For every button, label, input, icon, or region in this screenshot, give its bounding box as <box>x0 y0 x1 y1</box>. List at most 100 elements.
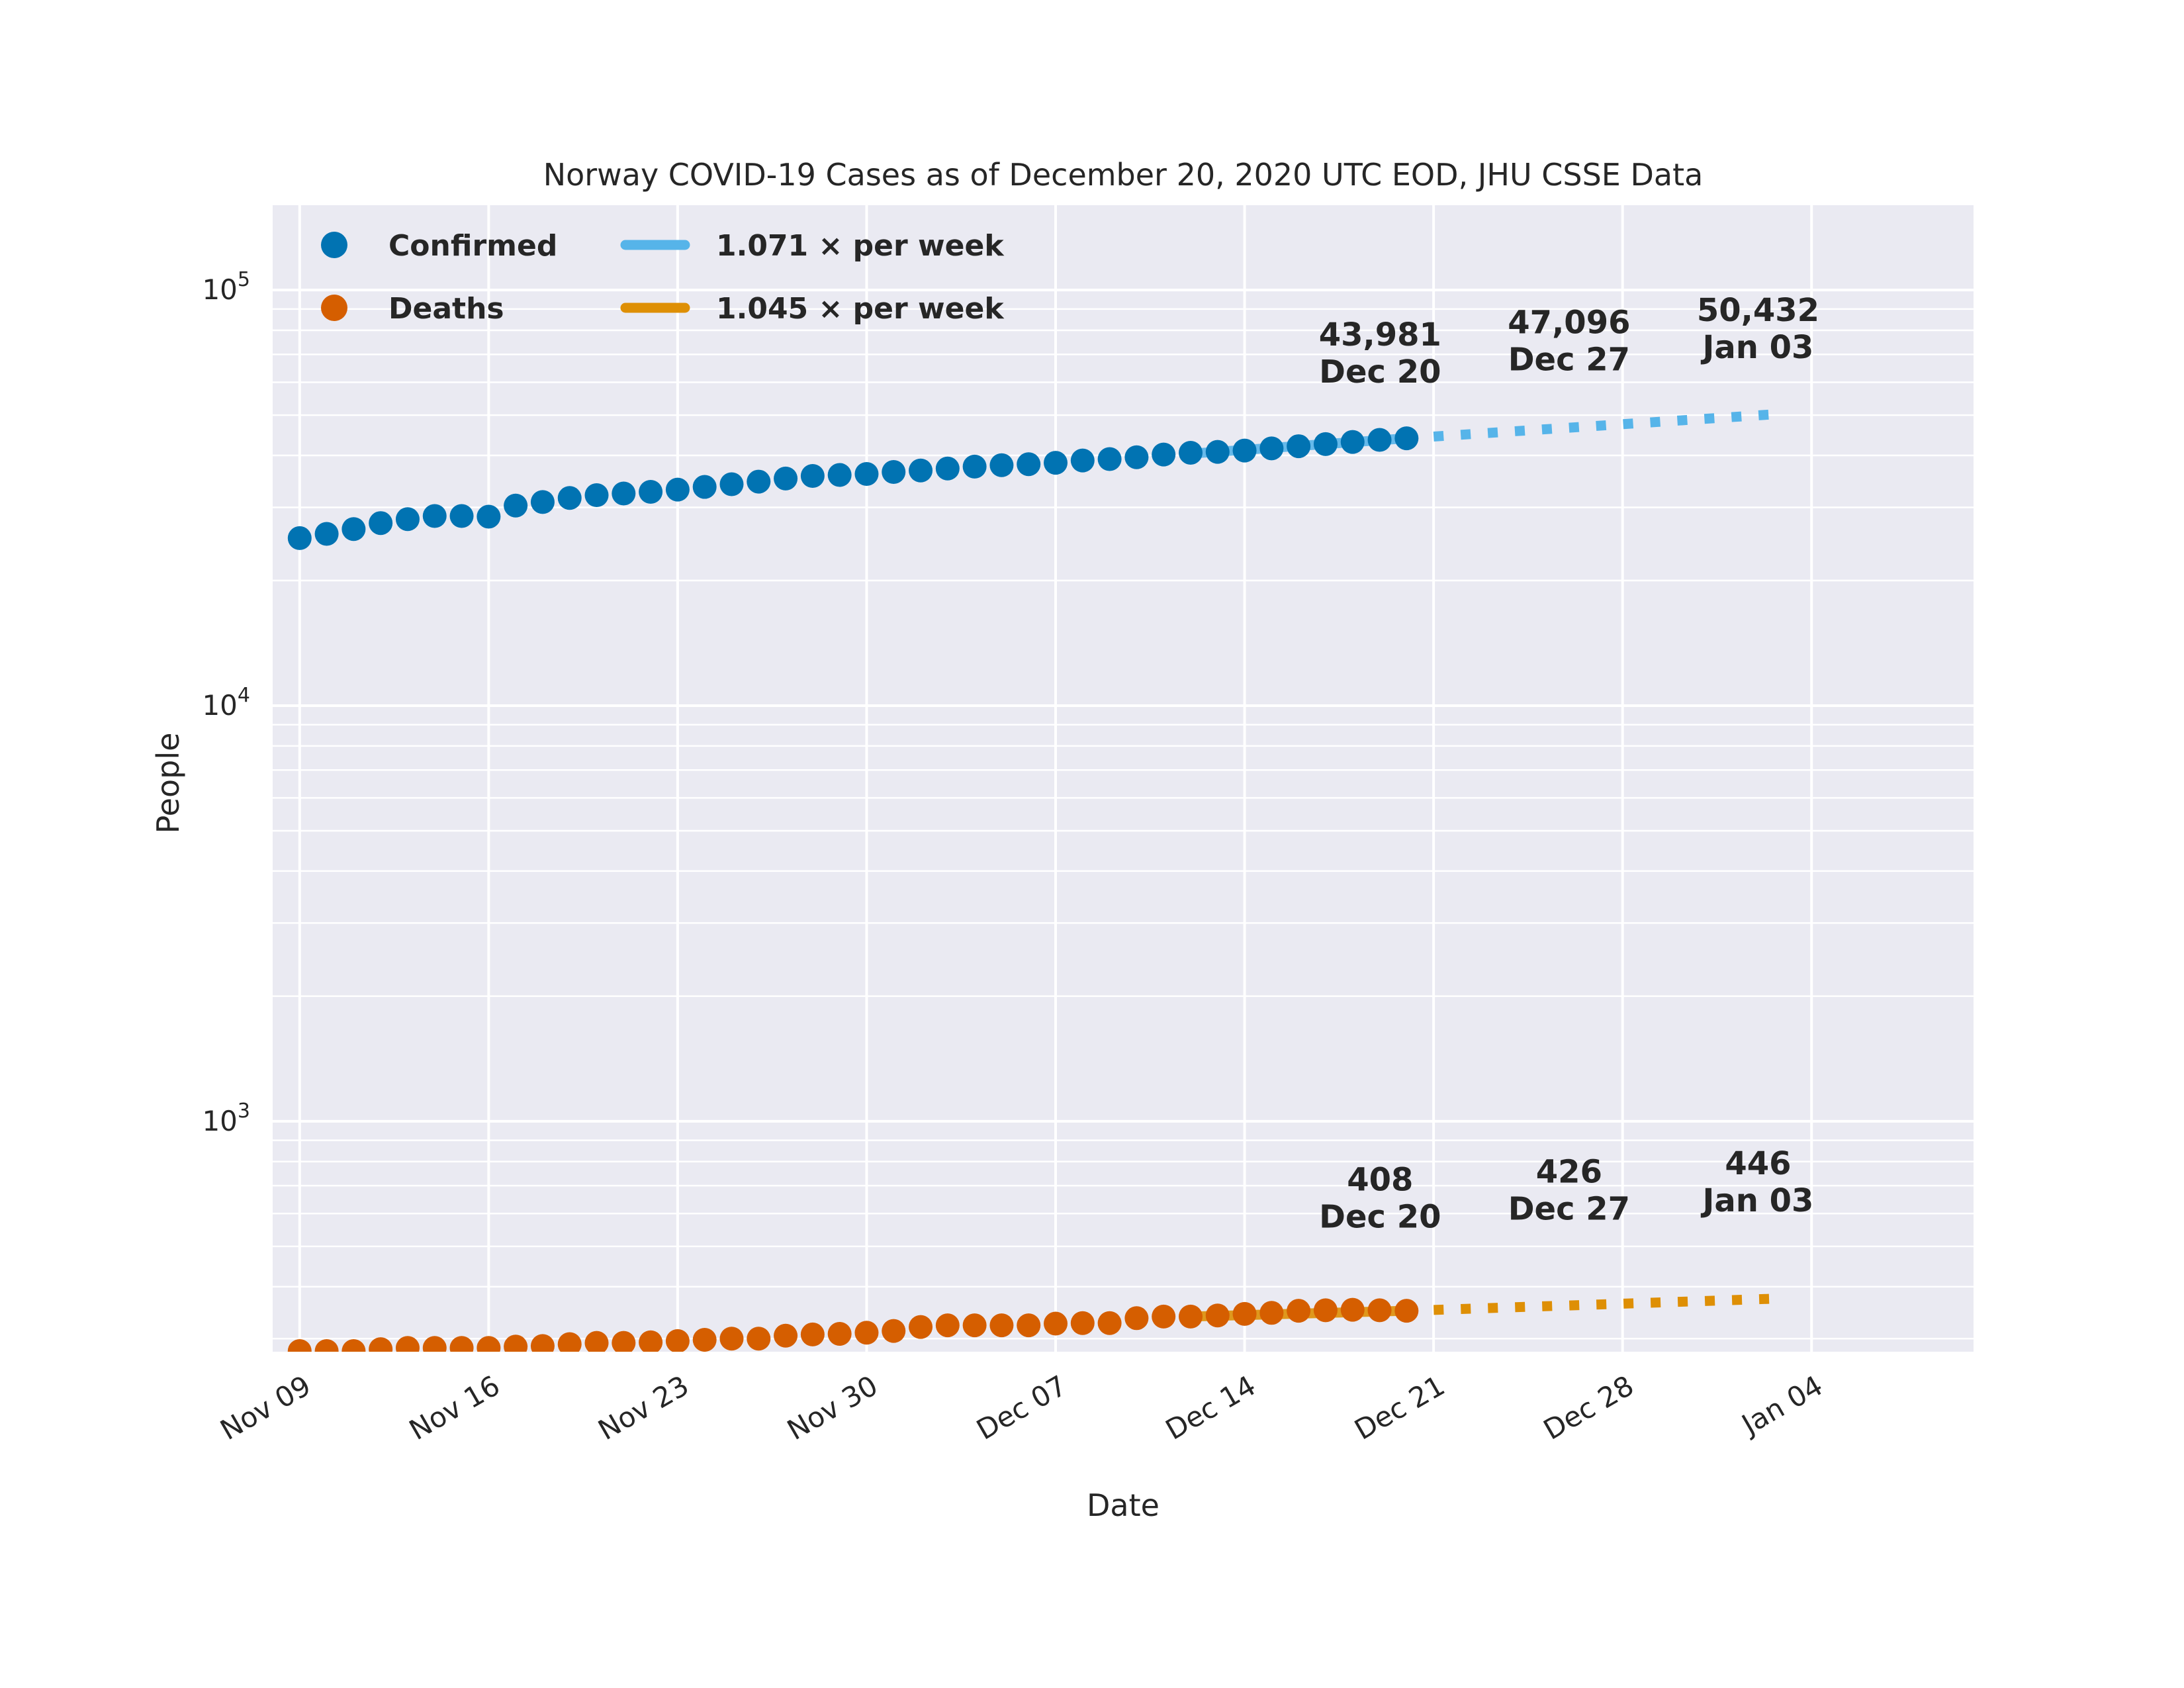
deaths-point <box>1097 1311 1122 1335</box>
deaths-point <box>314 1339 339 1352</box>
y-tick-base: 10 <box>202 1105 237 1137</box>
deaths-point <box>530 1334 555 1352</box>
legend-label: Deaths <box>388 292 504 326</box>
confirmed-point <box>1124 445 1149 469</box>
y-tick-label: 103 <box>202 1100 250 1137</box>
confirmed-point <box>1017 452 1041 477</box>
y-tick-exponent: 5 <box>238 268 250 291</box>
y-tick-exponent: 3 <box>238 1100 250 1123</box>
y-axis-label: People <box>150 733 186 834</box>
confirmed-point <box>1259 436 1284 461</box>
confirmed-point <box>477 504 501 529</box>
y-tick-exponent: 4 <box>238 684 250 707</box>
confirmed-point <box>854 461 879 486</box>
deaths-point <box>1205 1303 1230 1328</box>
deaths-point <box>774 1323 798 1348</box>
y-tick-base: 10 <box>202 273 237 306</box>
deaths-point <box>449 1336 474 1352</box>
deaths-point <box>935 1313 960 1338</box>
deaths-point <box>287 1339 312 1352</box>
confirmed-point <box>692 475 717 499</box>
confirmed-point <box>449 504 474 528</box>
confirmed-point <box>584 483 609 508</box>
annotation-value: 426 <box>1536 1154 1602 1191</box>
confirmed-point <box>989 453 1014 477</box>
confirmed-point <box>1152 442 1176 467</box>
confirmed-point <box>827 463 852 487</box>
deaths-point <box>639 1330 663 1352</box>
annotation-value: 47,096 <box>1508 304 1630 341</box>
deaths-point <box>584 1331 609 1352</box>
grid <box>273 205 1974 1352</box>
legend: Confirmed Deaths 1.071 × per week 1.045 × p… <box>321 229 1005 326</box>
trend-line-projection <box>1406 408 1785 444</box>
confirmed-point <box>557 486 582 510</box>
trend-line-projection <box>1406 1293 1785 1316</box>
x-axis-label: Date <box>1087 1487 1160 1523</box>
deaths-point <box>341 1339 366 1352</box>
legend-label: 1.071 × per week <box>716 229 1005 263</box>
deaths-point <box>1340 1297 1365 1322</box>
confirmed-point <box>882 459 906 484</box>
annotation-value: 50,432 <box>1697 292 1819 329</box>
confirmed-point <box>909 458 933 483</box>
confirmed-point <box>530 490 555 514</box>
confirmed-point <box>639 479 663 504</box>
deaths-point <box>854 1321 879 1345</box>
confirmed-point <box>747 469 771 494</box>
deaths-point <box>1124 1306 1149 1331</box>
confirmed-point <box>962 454 987 479</box>
confirmed-point <box>1178 440 1203 465</box>
confirmed-point <box>1287 434 1311 459</box>
deaths-point <box>1313 1298 1338 1323</box>
deaths-point <box>665 1329 690 1352</box>
deaths-point <box>747 1327 771 1351</box>
y-tick-base: 10 <box>202 689 237 722</box>
confirmed-point <box>935 456 960 481</box>
annotation-date: Dec 27 <box>1508 1191 1630 1228</box>
deaths-point <box>1044 1311 1068 1336</box>
deaths-point <box>1287 1299 1311 1323</box>
confirmed-point <box>612 481 636 506</box>
legend-marker <box>321 232 347 258</box>
legend-label: Confirmed <box>388 229 557 263</box>
confirmed-point <box>1340 430 1365 454</box>
y-tick-label: 105 <box>202 268 250 306</box>
confirmed-point <box>504 493 528 518</box>
confirmed-point <box>719 472 744 496</box>
annotation-date: Dec 20 <box>1319 1198 1441 1235</box>
deaths-point <box>1232 1301 1257 1326</box>
deaths-point <box>827 1322 852 1346</box>
confirmed-point <box>774 466 798 491</box>
confirmed-point <box>369 511 393 536</box>
legend-label: 1.045 × per week <box>716 292 1005 326</box>
deaths-point <box>504 1335 528 1352</box>
deaths-point <box>719 1327 744 1351</box>
confirmed-point <box>1097 447 1122 471</box>
confirmed-point <box>1394 426 1419 451</box>
deaths-point <box>1259 1301 1284 1325</box>
annotation-date: Jan 03 <box>1700 1182 1813 1219</box>
chart-title: Norway COVID-19 Cases as of December 20,… <box>543 157 1704 193</box>
deaths-point <box>1367 1298 1392 1323</box>
confirmed-point <box>1205 440 1230 464</box>
confirmed-point <box>1367 428 1392 452</box>
confirmed-point <box>1070 448 1095 473</box>
deaths-point <box>422 1336 447 1352</box>
data-points <box>287 426 1419 1352</box>
deaths-point <box>612 1331 636 1352</box>
deaths-point <box>369 1337 393 1352</box>
deaths-point <box>989 1313 1014 1338</box>
confirmed-point <box>422 504 447 528</box>
deaths-point <box>1070 1311 1095 1335</box>
confirmed-point <box>287 526 312 550</box>
confirmed-point <box>314 522 339 546</box>
deaths-point <box>395 1336 420 1352</box>
annotation-value: 446 <box>1725 1145 1791 1182</box>
deaths-point <box>1017 1313 1041 1338</box>
confirmed-point <box>1044 451 1068 475</box>
confirmed-point <box>665 477 690 502</box>
confirmed-point <box>341 517 366 541</box>
annotation-date: Dec 27 <box>1508 341 1630 378</box>
